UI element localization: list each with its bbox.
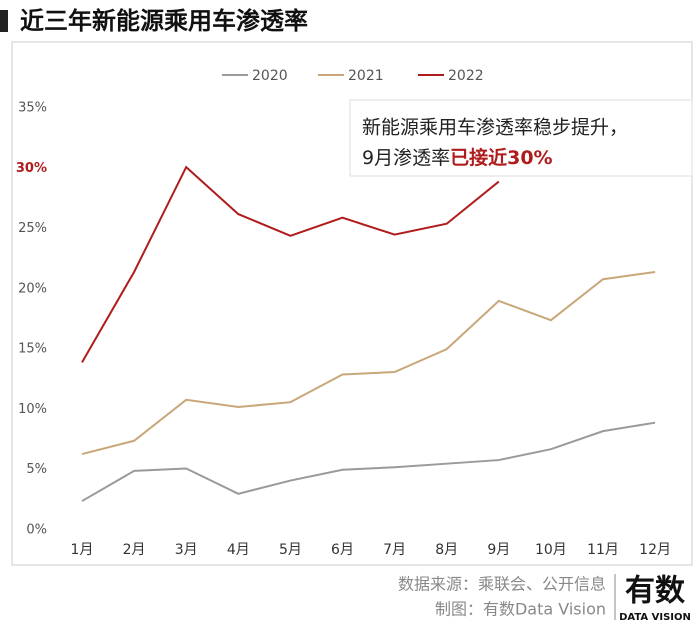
logo: 有数: [625, 574, 686, 609]
chart-frame: [11, 41, 693, 566]
x-tick-label: 10月: [535, 542, 567, 558]
x-tick-label: 5月: [279, 542, 302, 558]
x-tick-label: 2月: [123, 542, 146, 558]
legend-label: 2020: [252, 68, 288, 84]
series-line: [81, 270, 656, 456]
y-tick-label: 25%: [18, 221, 47, 236]
y-tick-label: 10%: [18, 402, 47, 417]
legend-label: 2022: [448, 68, 484, 84]
x-tick-label: 3月: [175, 542, 198, 558]
x-tick-label: 4月: [227, 542, 250, 558]
y-tick-label: 30%: [16, 161, 47, 176]
y-tick-label: 20%: [18, 281, 47, 296]
series-line: [81, 165, 500, 363]
y-tick-label: 35%: [18, 101, 47, 116]
x-tick-label: 1月: [71, 542, 94, 558]
credit: 制图：有数Data Vision: [435, 600, 606, 619]
y-tick-label: 5%: [26, 462, 47, 477]
chart-title: 近三年新能源乘用车渗透率: [20, 7, 308, 35]
annotation-line: 新能源乘用车渗透率稳步提升，: [362, 117, 628, 139]
source: 数据来源：乘联会、公开信息: [398, 575, 606, 594]
x-tick-label: 7月: [383, 542, 406, 558]
series-line: [81, 421, 656, 502]
x-tick-label: 6月: [331, 542, 354, 558]
x-tick-label: 11月: [587, 542, 619, 558]
annotation-box: [349, 99, 693, 177]
annotation-text: 9月渗透率: [362, 147, 450, 169]
annotation-highlight: 已接近30%: [450, 147, 552, 169]
annotation-line: 9月渗透率已接近30%: [362, 147, 553, 169]
logo-sub: DATA VISION: [619, 612, 691, 623]
y-tick-label: 0%: [26, 523, 47, 538]
x-tick-label: 12月: [639, 542, 671, 558]
x-tick-label: 9月: [487, 542, 510, 558]
x-tick-label: 8月: [435, 542, 458, 558]
y-tick-label: 15%: [18, 342, 47, 357]
title-icon: [0, 10, 8, 32]
legend-label: 2021: [348, 68, 384, 84]
plot: 0% 5% 10% 15% 20% 25% 30% 35% 1月 2月 3月 4月 5月 6月 7月 8月 9月…: [16, 68, 671, 558]
